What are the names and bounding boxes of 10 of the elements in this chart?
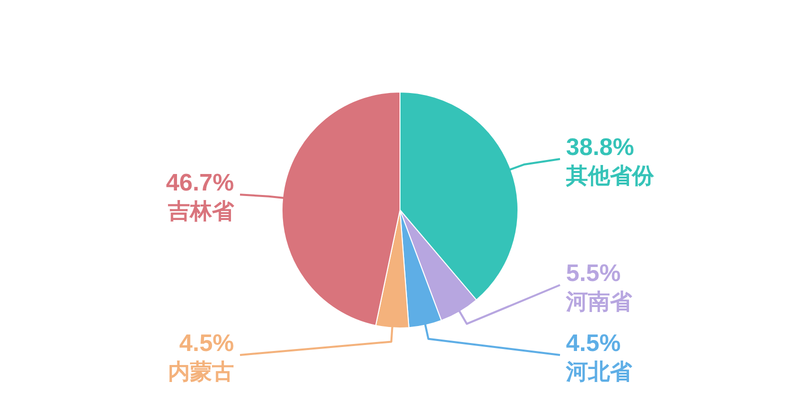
- data-label: 38.8%: [566, 134, 634, 161]
- slice-label: 吉林省: [167, 198, 235, 224]
- data-label: 46.7%: [166, 170, 234, 197]
- data-label: 4.5%: [566, 330, 621, 357]
- slice-label: 其他省份: [565, 162, 655, 188]
- slice-label: 河南省: [565, 289, 633, 314]
- data-label: 5.5%: [566, 260, 621, 287]
- slice-label: 河北省: [565, 359, 633, 384]
- slice-label: 内蒙古: [168, 359, 234, 384]
- data-label: 4.5%: [179, 330, 234, 357]
